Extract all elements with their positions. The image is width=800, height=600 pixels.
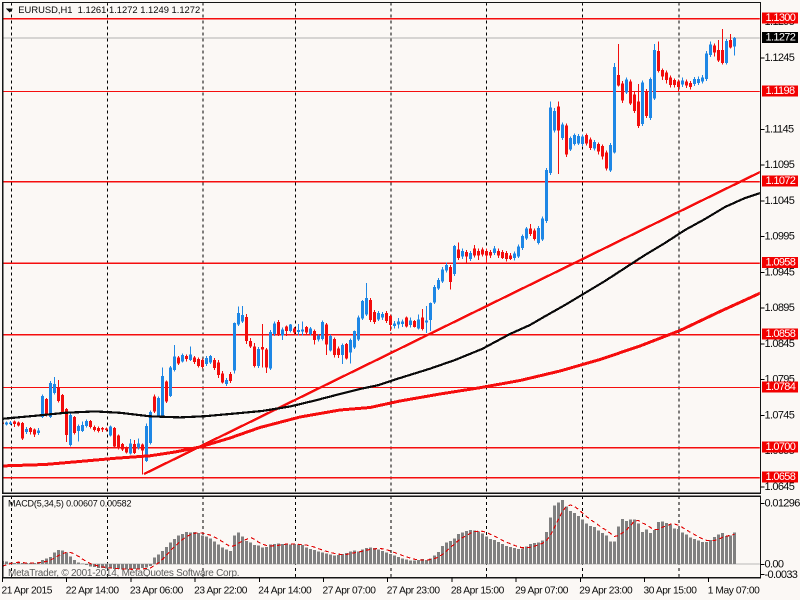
svg-text:27 Apr 23:00: 27 Apr 23:00 xyxy=(387,586,441,597)
svg-text:29 Apr 23:00: 29 Apr 23:00 xyxy=(579,586,633,597)
svg-text:27 Apr 07:00: 27 Apr 07:00 xyxy=(323,586,377,597)
svg-text:1.0700: 1.0700 xyxy=(766,441,796,453)
svg-text:1.0895: 1.0895 xyxy=(765,302,795,314)
svg-text:1.0945: 1.0945 xyxy=(765,266,795,278)
svg-text:1.1300: 1.1300 xyxy=(766,12,796,24)
svg-text:0.01296: 0.01296 xyxy=(765,498,800,510)
svg-text:23 Apr 22:00: 23 Apr 22:00 xyxy=(194,586,248,597)
svg-text:MetaTrader, © 2001-2014, MetaQ: MetaTrader, © 2001-2014, MetaQuotes Soft… xyxy=(8,568,239,579)
svg-text:1.0858: 1.0858 xyxy=(766,328,796,340)
svg-text:1.0845: 1.0845 xyxy=(765,338,795,350)
svg-text:23 Apr 06:00: 23 Apr 06:00 xyxy=(130,586,184,597)
svg-text:30 Apr 15:00: 30 Apr 15:00 xyxy=(644,586,698,597)
svg-text:29 Apr 07:00: 29 Apr 07:00 xyxy=(515,586,569,597)
svg-text:1.1245: 1.1245 xyxy=(765,52,795,64)
svg-text:1.0784: 1.0784 xyxy=(766,381,796,393)
svg-text:EURUSD,H1 1.1261 1.1272 1.124: EURUSD,H1 1.1261 1.1272 1.1249 1.1272 xyxy=(18,4,200,15)
svg-text:1.0658: 1.0658 xyxy=(766,471,796,483)
svg-text:1.1045: 1.1045 xyxy=(765,195,795,207)
svg-text:21 Apr 2015: 21 Apr 2015 xyxy=(2,586,53,597)
svg-text:1.1095: 1.1095 xyxy=(765,159,795,171)
svg-text:1.1198: 1.1198 xyxy=(766,85,795,97)
svg-text:1.0995: 1.0995 xyxy=(765,231,795,243)
svg-text:1.0958: 1.0958 xyxy=(766,257,796,269)
svg-text:-0.0033: -0.0033 xyxy=(765,569,798,581)
svg-text:1.1272: 1.1272 xyxy=(766,32,796,44)
svg-text:1.1145: 1.1145 xyxy=(765,123,794,135)
svg-text:MACD(5,34,5) 0.00607 0.00582: MACD(5,34,5) 0.00607 0.00582 xyxy=(8,498,132,508)
svg-text:24 Apr 14:00: 24 Apr 14:00 xyxy=(258,586,312,597)
svg-text:28 Apr 15:00: 28 Apr 15:00 xyxy=(451,586,505,597)
svg-text:1.1072: 1.1072 xyxy=(766,175,796,187)
svg-text:1.0745: 1.0745 xyxy=(765,409,795,421)
svg-text:22 Apr 14:00: 22 Apr 14:00 xyxy=(66,586,120,597)
svg-text:1 May 07:00: 1 May 07:00 xyxy=(708,586,760,597)
svg-text:1.0645: 1.0645 xyxy=(765,481,795,493)
svg-text:0.00: 0.00 xyxy=(765,559,784,571)
